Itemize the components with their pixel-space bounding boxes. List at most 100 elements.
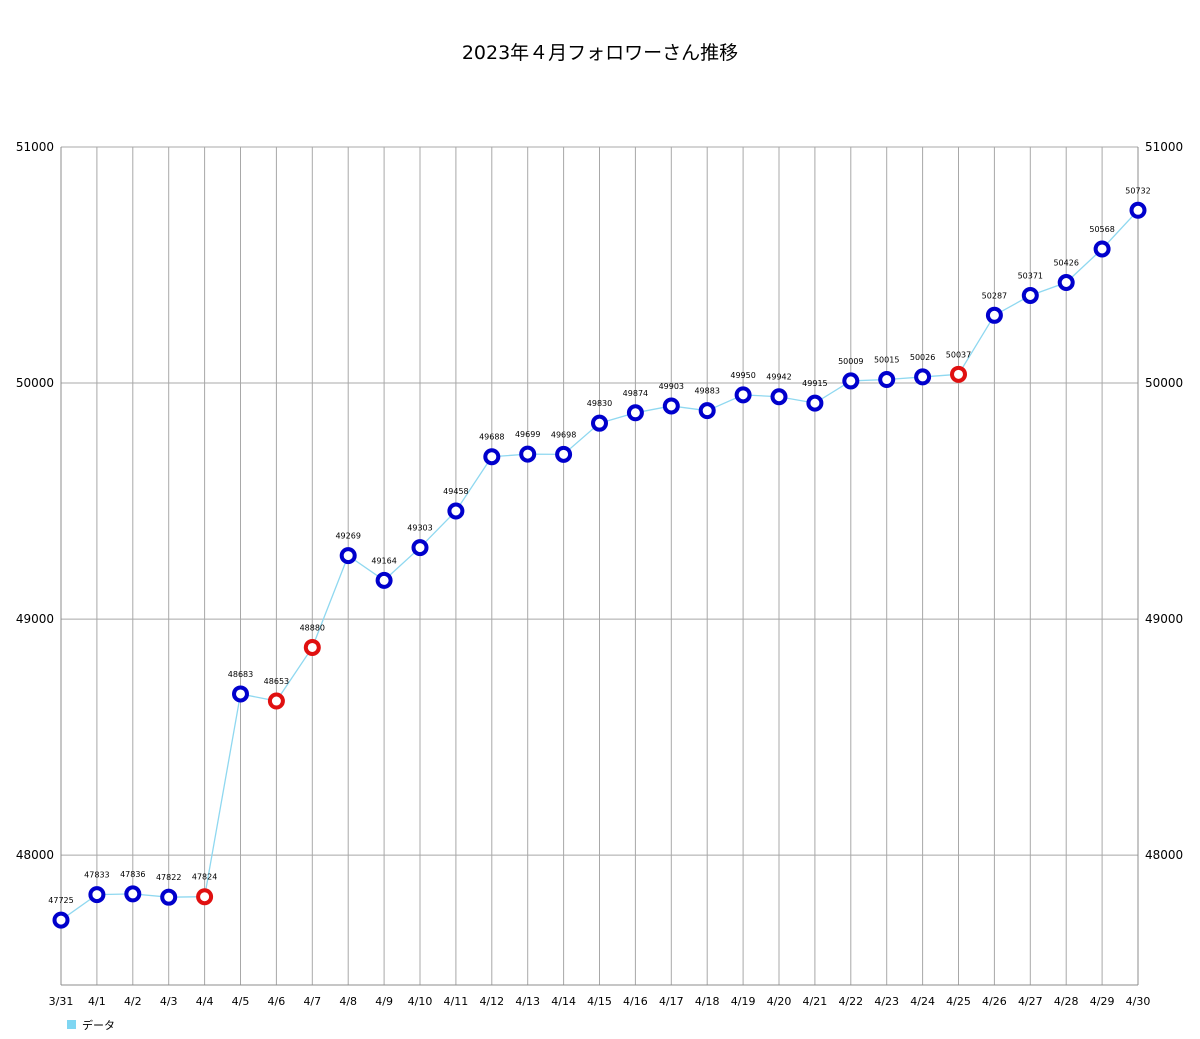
data-label: 50287	[982, 291, 1007, 300]
x-tick-label: 4/27	[1018, 995, 1043, 1008]
data-point	[985, 306, 1003, 324]
data-label: 49698	[551, 430, 576, 439]
data-label: 49688	[479, 433, 504, 442]
data-label: 49830	[587, 399, 612, 408]
data-label: 47824	[192, 873, 217, 882]
x-tick-label: 4/18	[695, 995, 720, 1008]
x-tick-label: 4/24	[910, 995, 935, 1008]
y-tick-label-left: 48000	[16, 848, 54, 862]
x-tick-label: 4/28	[1054, 995, 1079, 1008]
data-point	[339, 547, 357, 565]
data-point	[88, 886, 106, 904]
data-label: 49915	[802, 379, 827, 388]
data-label: 49458	[443, 487, 468, 496]
data-label: 50371	[1018, 271, 1043, 280]
data-label: 47836	[120, 870, 145, 879]
data-point	[662, 397, 680, 415]
x-tick-label: 4/12	[479, 995, 504, 1008]
legend: データ	[67, 1018, 115, 1032]
x-tick-label: 4/3	[160, 995, 178, 1008]
y-tick-label-left: 49000	[16, 612, 54, 626]
data-label: 50015	[874, 356, 899, 365]
x-tick-label: 4/5	[232, 995, 250, 1008]
x-tick-label: 4/4	[196, 995, 214, 1008]
y-tick-label-right: 51000	[1145, 140, 1183, 154]
data-point	[734, 386, 752, 404]
data-point-highlight	[303, 638, 321, 656]
x-tick-label: 4/13	[515, 995, 540, 1008]
y-tick-label-right: 49000	[1145, 612, 1183, 626]
y-tick-label-left: 50000	[16, 376, 54, 390]
x-tick-label: 4/16	[623, 995, 648, 1008]
x-tick-label: 4/29	[1090, 995, 1115, 1008]
data-label-layer: 47725 47833 47836 47822 47824 48683 48653 48880…	[48, 186, 1150, 905]
data-point	[232, 685, 249, 703]
data-label: 50009	[838, 357, 863, 366]
data-label: 50426	[1053, 258, 1078, 267]
data-point-highlight	[950, 365, 967, 383]
data-label: 49874	[623, 389, 648, 398]
data-label: 48880	[300, 623, 325, 632]
legend-swatch	[67, 1020, 76, 1029]
data-label: 48683	[228, 670, 253, 679]
data-point-highlight	[267, 692, 285, 710]
x-tick-label: 4/15	[587, 995, 612, 1008]
data-point	[411, 539, 429, 557]
data-point	[806, 394, 824, 412]
legend-label: データ	[82, 1018, 115, 1032]
data-label: 50732	[1125, 186, 1150, 195]
data-point	[52, 911, 70, 929]
x-tick-label: 3/31	[49, 995, 74, 1008]
data-label: 49303	[407, 524, 432, 533]
y-tick-label-right: 48000	[1145, 848, 1183, 862]
data-point	[555, 445, 573, 463]
data-label: 49942	[766, 373, 791, 382]
axes: 3/31 4/1 4/2 4/3 4/4 4/5 4/6 4/7 4/8 4/9 4/10 4/11 4…	[16, 140, 1183, 1008]
data-label: 49699	[515, 430, 540, 439]
x-tick-label: 4/22	[838, 995, 863, 1008]
data-label: 47725	[48, 896, 73, 905]
data-label: 48653	[264, 677, 289, 686]
data-point	[160, 888, 178, 906]
data-point	[878, 371, 896, 389]
data-point	[842, 372, 860, 390]
y-tick-label-right: 50000	[1145, 376, 1183, 390]
x-tick-label: 4/6	[268, 995, 286, 1008]
x-tick-label: 4/23	[874, 995, 899, 1008]
data-label: 50026	[910, 353, 935, 362]
data-point-highlight	[196, 888, 214, 906]
y-tick-label-left: 51000	[16, 140, 54, 154]
x-tick-label: 4/14	[551, 995, 576, 1008]
data-point	[447, 502, 465, 520]
data-label: 49269	[335, 532, 360, 541]
data-point	[1021, 286, 1039, 304]
data-label: 49903	[659, 382, 684, 391]
data-point	[770, 388, 788, 406]
x-tick-label: 4/10	[408, 995, 433, 1008]
data-label: 49950	[730, 371, 755, 380]
data-point	[1057, 273, 1075, 291]
data-label: 47833	[84, 871, 109, 880]
data-point	[626, 404, 644, 422]
data-point	[124, 885, 142, 903]
x-tick-label: 4/26	[982, 995, 1007, 1008]
x-tick-label: 4/7	[303, 995, 321, 1008]
x-tick-label: 4/8	[339, 995, 357, 1008]
data-point	[1129, 201, 1147, 219]
data-point	[1093, 240, 1111, 258]
x-tick-label: 4/17	[659, 995, 684, 1008]
x-tick-label: 4/20	[767, 995, 792, 1008]
data-point	[591, 414, 608, 432]
x-tick-label: 4/19	[731, 995, 756, 1008]
x-tick-label: 4/21	[803, 995, 828, 1008]
grid	[60, 146, 1139, 985]
marker-layer	[52, 201, 1147, 929]
x-tick-label: 4/1	[88, 995, 106, 1008]
data-label: 49883	[694, 387, 719, 396]
data-label: 50037	[946, 350, 971, 359]
data-point	[375, 571, 393, 589]
data-label: 47822	[156, 873, 181, 882]
data-point	[914, 368, 932, 386]
data-point	[698, 402, 716, 420]
